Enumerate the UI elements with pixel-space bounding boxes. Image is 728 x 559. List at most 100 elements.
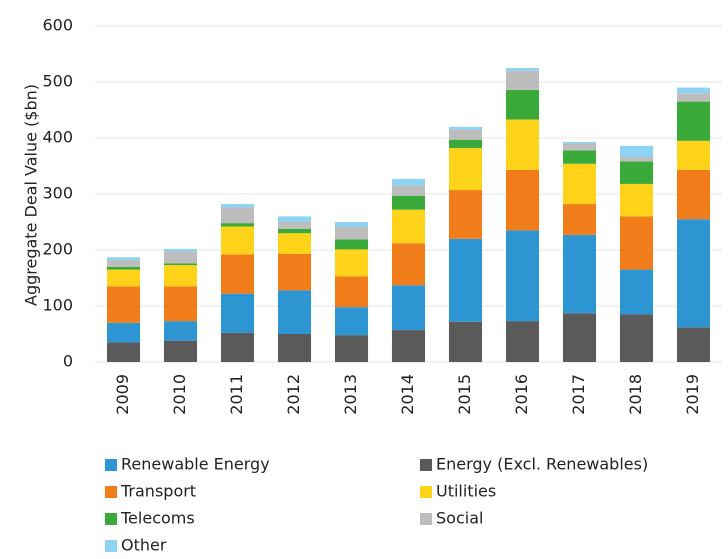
bar-segment	[106, 322, 141, 343]
bar-segment	[334, 222, 369, 228]
x-tick-label: 2009	[113, 374, 132, 415]
bar-segment	[676, 101, 711, 141]
bar-segment	[163, 321, 198, 341]
bar-segment	[448, 126, 483, 130]
bar-segment	[676, 140, 711, 170]
bar-segment	[505, 230, 540, 322]
bar-segment	[448, 139, 483, 149]
y-tick-label: 300	[42, 184, 73, 203]
bar-segment	[562, 234, 597, 314]
legend-label: Energy (Excl. Renewables)	[436, 455, 648, 474]
x-tick-label: 2010	[170, 374, 189, 415]
bar-segment	[391, 178, 426, 186]
bar-segment	[448, 148, 483, 191]
bar-segment	[163, 286, 198, 322]
bar-segment	[619, 269, 654, 315]
y-tick-label: 600	[42, 16, 73, 35]
y-tick-label: 200	[42, 240, 73, 259]
bar-segment	[505, 321, 540, 362]
bar-segment	[391, 209, 426, 244]
legend-swatch	[105, 459, 117, 471]
legend-label: Social	[436, 509, 483, 528]
bar-segment	[619, 145, 654, 158]
legend-swatch	[420, 459, 432, 471]
bar-segment	[391, 285, 426, 331]
bar-segment	[163, 251, 198, 264]
legend-label: Telecoms	[120, 509, 195, 528]
bar-segment	[505, 70, 540, 90]
bar-segment	[448, 321, 483, 362]
bar-segment	[277, 216, 312, 222]
legend-label: Transport	[120, 482, 196, 501]
y-axis-label: Aggregate Deal Value ($bn)	[22, 84, 41, 306]
x-tick-label: 2012	[284, 374, 303, 415]
bar-segment	[562, 143, 597, 151]
bar-segment	[562, 150, 597, 164]
x-tick-label: 2011	[227, 374, 246, 415]
bar-segment	[448, 129, 483, 140]
bar-segment	[619, 157, 654, 162]
y-tick-label: 100	[42, 296, 73, 315]
bar-segment	[676, 87, 711, 94]
bar-segment	[220, 223, 255, 227]
bar-segment	[619, 216, 654, 270]
bar-segment	[619, 314, 654, 362]
bar-segment	[676, 219, 711, 328]
x-tick-label: 2013	[341, 374, 360, 415]
y-tick-label: 500	[42, 72, 73, 91]
bar-segment	[277, 290, 312, 334]
bar-segment	[334, 307, 369, 336]
bar-segment	[106, 257, 141, 261]
legend-label: Other	[121, 536, 167, 555]
bar-segment	[163, 265, 198, 287]
bar-segment	[334, 335, 369, 362]
legend-label: Renewable Energy	[121, 455, 270, 474]
bar-segment	[277, 253, 312, 291]
bar-segment	[676, 93, 711, 102]
legend-swatch	[105, 540, 117, 552]
legend-swatch	[105, 513, 117, 525]
x-tick-label: 2017	[569, 374, 588, 415]
x-tick-label: 2015	[455, 374, 474, 415]
bar-segment	[334, 227, 369, 240]
bar-segment	[277, 228, 312, 234]
x-tick-label: 2016	[512, 374, 531, 415]
bar-segment	[676, 169, 711, 220]
bar-segment	[562, 313, 597, 362]
legend-label: Utilities	[436, 482, 496, 501]
bar-segment	[562, 163, 597, 205]
bar-segment	[391, 195, 426, 210]
bar-segment	[106, 269, 141, 287]
bar-segment	[106, 266, 141, 270]
bar-segment	[676, 327, 711, 362]
bar-segment	[220, 207, 255, 224]
bar-segment	[505, 68, 540, 71]
legend-swatch	[420, 486, 432, 498]
bar-segment	[277, 233, 312, 254]
bar-segment	[220, 204, 255, 208]
bar-segment	[277, 222, 312, 229]
bar-segment	[619, 161, 654, 184]
legend-swatch	[105, 486, 117, 498]
x-tick-label: 2019	[683, 374, 702, 415]
bar-segment	[448, 238, 483, 322]
bar-segment	[220, 332, 255, 362]
bar-segment	[391, 330, 426, 362]
bar-segment	[220, 226, 255, 255]
bar-segment	[334, 239, 369, 250]
bar-segment	[391, 185, 426, 196]
y-tick-label: 0	[63, 352, 73, 371]
bar-segment	[106, 342, 141, 362]
bar-segment	[505, 119, 540, 170]
bar-segment	[391, 243, 426, 286]
bar-segment	[106, 286, 141, 323]
bar-segment	[220, 293, 255, 333]
x-tick-label: 2014	[398, 374, 417, 415]
bar-segment	[562, 204, 597, 235]
bar-segment	[163, 248, 198, 252]
bar-segment	[562, 141, 597, 144]
x-tick-label: 2018	[626, 374, 645, 415]
bar-segment	[163, 340, 198, 362]
bar-segment	[505, 89, 540, 120]
